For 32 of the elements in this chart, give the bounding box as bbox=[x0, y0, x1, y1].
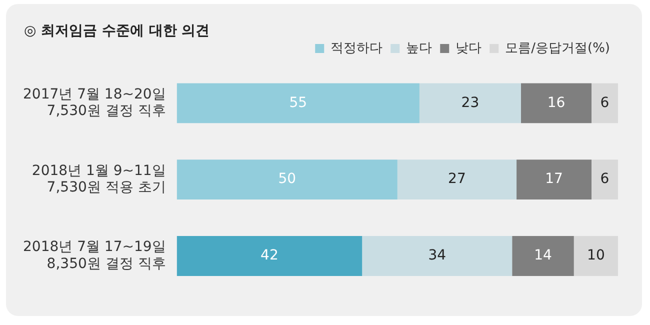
chart-title: ◎ 최저임금 수준에 대한 의견 bbox=[24, 22, 210, 40]
data-label: 50 bbox=[278, 171, 296, 188]
data-label: 10 bbox=[587, 248, 605, 264]
data-label: 6 bbox=[600, 171, 610, 188]
bar bbox=[176, 83, 420, 124]
bar bbox=[419, 83, 521, 124]
legend-label: 적정하다 bbox=[330, 40, 383, 56]
bar bbox=[520, 83, 592, 124]
data-label: 16 bbox=[547, 94, 566, 111]
bar bbox=[516, 160, 592, 200]
bar bbox=[512, 236, 574, 276]
data-label: 34 bbox=[428, 248, 446, 264]
bar bbox=[592, 160, 618, 200]
data-label: 6 bbox=[600, 94, 610, 111]
data-label: 42 bbox=[260, 248, 278, 264]
bar bbox=[176, 236, 362, 276]
bar bbox=[574, 236, 618, 276]
bar bbox=[592, 83, 618, 124]
bar bbox=[176, 160, 398, 200]
bar bbox=[362, 236, 512, 276]
y-tick-label: 2018년 7월 17~19일 8,350원 결정 직후 bbox=[23, 239, 166, 272]
legend-label: 모름/응답거절(%) bbox=[505, 40, 610, 56]
data-label: 27 bbox=[448, 171, 466, 188]
bar bbox=[397, 160, 517, 200]
legend-label: 높다 bbox=[406, 40, 432, 56]
legend-label: 낮다 bbox=[456, 40, 482, 56]
data-label: 17 bbox=[545, 171, 563, 188]
y-tick-label: 2017년 7월 18~20일 7,530원 결정 직후 bbox=[23, 86, 166, 120]
data-label: 23 bbox=[461, 94, 480, 111]
y-tick-label: 2018년 1월 9~11일 7,530원 적용 초기 bbox=[32, 162, 166, 196]
data-label: 55 bbox=[289, 94, 308, 111]
data-label: 14 bbox=[534, 248, 552, 264]
